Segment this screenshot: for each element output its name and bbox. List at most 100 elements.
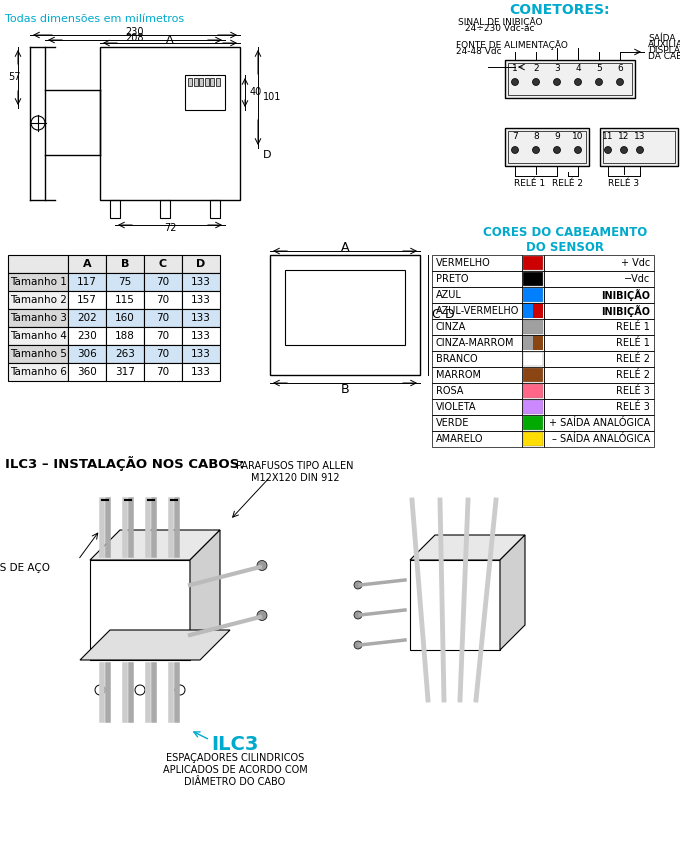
Polygon shape (410, 535, 525, 560)
Text: + Vdc: + Vdc (621, 258, 650, 268)
Circle shape (617, 78, 624, 86)
Text: Tamanho 2: Tamanho 2 (10, 295, 67, 305)
Text: 70: 70 (156, 295, 169, 305)
Circle shape (596, 78, 602, 86)
Bar (106, 273, 144, 291)
Bar (523, 256, 543, 270)
Bar (106, 255, 144, 273)
Text: RELÉ 1: RELÉ 1 (616, 338, 650, 348)
Bar (523, 336, 533, 350)
Bar (432, 303, 522, 319)
Text: 3: 3 (554, 64, 560, 72)
Bar (185, 75, 225, 110)
Text: CONETORES:: CONETORES: (510, 3, 610, 17)
Text: D: D (445, 308, 455, 322)
Bar (8, 255, 68, 273)
Circle shape (620, 147, 628, 154)
Text: AZUL-VERMELHO: AZUL-VERMELHO (436, 306, 520, 316)
Bar (544, 367, 654, 383)
Bar (106, 363, 144, 381)
Circle shape (354, 581, 362, 589)
Text: MARROM: MARROM (436, 370, 481, 380)
Bar (432, 319, 522, 335)
Bar (68, 273, 106, 291)
Bar (522, 431, 544, 447)
Text: Tamanho 3: Tamanho 3 (10, 313, 67, 323)
Bar (432, 351, 522, 367)
Bar (522, 415, 544, 431)
Bar (523, 368, 543, 382)
Bar (144, 363, 182, 381)
Text: ILC3 – INSTALAÇÃO NOS CABOS:: ILC3 – INSTALAÇÃO NOS CABOS: (5, 456, 245, 471)
Text: 133: 133 (191, 331, 211, 341)
Polygon shape (90, 530, 220, 560)
Bar (144, 345, 182, 363)
Bar (160, 200, 170, 218)
Bar (523, 400, 543, 414)
Text: B: B (121, 259, 129, 269)
Bar (144, 273, 182, 291)
Text: Tamanho 4: Tamanho 4 (10, 331, 67, 341)
Bar (544, 335, 654, 351)
Bar (210, 78, 214, 86)
Text: Tamanho 6: Tamanho 6 (10, 367, 67, 377)
Text: 40: 40 (250, 87, 262, 97)
Bar (522, 383, 544, 399)
Text: CINZA-MARROM: CINZA-MARROM (436, 338, 515, 348)
Bar (544, 383, 654, 399)
Text: RELÉ 2: RELÉ 2 (616, 370, 650, 380)
Bar (182, 363, 220, 381)
Bar (522, 335, 544, 351)
Text: RELÉ 1: RELÉ 1 (616, 322, 650, 332)
Bar (68, 291, 106, 309)
Text: 11: 11 (602, 132, 614, 140)
Bar (106, 345, 144, 363)
Text: 360: 360 (77, 367, 97, 377)
Bar (522, 351, 544, 367)
Text: 101: 101 (263, 92, 282, 102)
Text: RELÉ 3: RELÉ 3 (616, 402, 650, 412)
Bar (182, 345, 220, 363)
Text: 230: 230 (77, 331, 97, 341)
Text: DA CABINE: DA CABINE (648, 52, 680, 60)
Text: INIBIÇÃO: INIBIÇÃO (601, 305, 650, 317)
Bar (194, 78, 197, 86)
Text: RELÉ 1: RELÉ 1 (515, 178, 545, 188)
Text: B: B (341, 383, 350, 396)
Bar (432, 399, 522, 415)
Circle shape (532, 78, 539, 86)
Text: 10: 10 (573, 132, 583, 140)
Bar (508, 131, 586, 163)
Circle shape (354, 641, 362, 649)
Text: Tamanho 5: Tamanho 5 (10, 349, 67, 359)
Text: 8: 8 (533, 132, 539, 140)
Text: 24÷230 Vdc-ac: 24÷230 Vdc-ac (465, 24, 534, 32)
Bar (523, 304, 533, 318)
Text: Todas dimensões em milímetros: Todas dimensões em milímetros (5, 14, 184, 24)
Bar (522, 367, 544, 383)
Text: 306: 306 (77, 349, 97, 359)
Text: CABOS DE AÇO: CABOS DE AÇO (0, 563, 50, 573)
Bar (432, 383, 522, 399)
Bar (68, 309, 106, 327)
Text: SAÍDA: SAÍDA (648, 33, 675, 42)
Text: DISPLAY: DISPLAY (648, 46, 680, 54)
Bar (285, 270, 405, 345)
Text: 160: 160 (115, 313, 135, 323)
Bar (106, 291, 144, 309)
Text: 12: 12 (618, 132, 630, 140)
Text: 133: 133 (191, 295, 211, 305)
Bar (522, 271, 544, 287)
Bar (544, 415, 654, 431)
Bar (600, 128, 678, 166)
Text: 70: 70 (156, 349, 169, 359)
Text: A: A (341, 240, 350, 254)
Circle shape (511, 78, 518, 86)
Bar (432, 335, 522, 351)
Bar (432, 287, 522, 303)
Text: 317: 317 (115, 367, 135, 377)
Text: ESPAÇADORES CILINDRICOS
APLICADOS DE ACORDO COM
DIÂMETRO DO CABO: ESPAÇADORES CILINDRICOS APLICADOS DE ACO… (163, 753, 307, 787)
Bar (432, 255, 522, 271)
Text: PRETO: PRETO (436, 274, 469, 284)
Text: RELÉ 3: RELÉ 3 (616, 386, 650, 396)
